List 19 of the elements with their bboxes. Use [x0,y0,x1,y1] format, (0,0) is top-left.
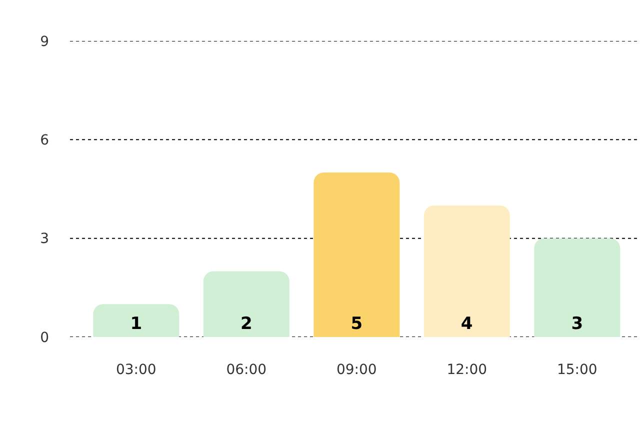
data-label: 3 [571,314,584,334]
y-tick-label: 9 [40,34,49,50]
bar [534,238,620,337]
bar [93,304,180,337]
y-tick-label: 6 [40,132,50,149]
y-tick-label: 0 [40,330,49,346]
x-tick-label: 15:00 [556,362,598,378]
x-tick-label: 12:00 [446,362,488,378]
x-tick-label: 09:00 [336,362,377,378]
x-tick-label: 03:00 [116,362,156,378]
bar [314,172,400,337]
bar [424,205,510,337]
data-label: 4 [460,314,473,334]
data-label: 5 [350,314,363,334]
bar [203,271,290,337]
x-tick-label: 06:00 [226,362,267,378]
data-label: 1 [130,314,142,334]
data-label: 2 [240,314,252,334]
y-tick-label: 3 [40,231,49,248]
